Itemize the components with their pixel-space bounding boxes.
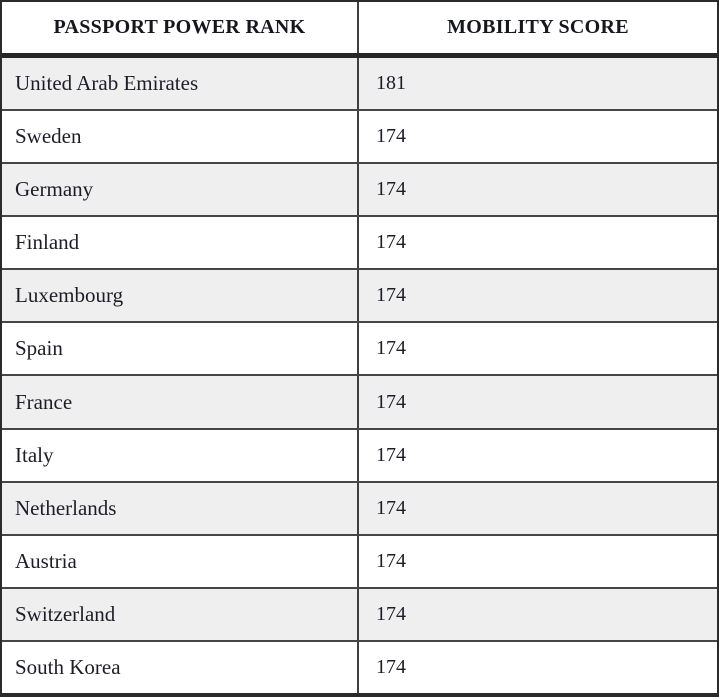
country-cell: France: [2, 376, 359, 428]
table-row: Spain 174: [2, 321, 717, 375]
score-cell: 174: [376, 390, 406, 413]
country-cell: Sweden: [2, 111, 359, 163]
country-cell: Luxembourg: [2, 270, 359, 322]
table-row: South Korea 174: [2, 639, 717, 693]
country-cell: Finland: [2, 217, 359, 269]
table-header-row: PASSPORT POWER RANK MOBILITY SCORE: [2, 2, 717, 58]
score-cell: 174: [376, 125, 406, 148]
score-cell: 174: [376, 443, 406, 466]
table-row: Austria 174: [2, 533, 717, 587]
score-cell: 174: [376, 496, 406, 519]
score-cell: 174: [376, 231, 406, 254]
table-row: Netherlands 174: [2, 480, 717, 534]
table-row: Sweden 174: [2, 109, 717, 163]
table-row: Luxembourg 174: [2, 268, 717, 322]
country-cell: Italy: [2, 429, 359, 481]
country-cell: Germany: [2, 164, 359, 216]
table-row: Switzerland 174: [2, 586, 717, 640]
score-cell: 181: [376, 72, 406, 95]
score-cell: 174: [376, 549, 406, 572]
score-cell: 174: [376, 178, 406, 201]
table-row: Italy 174: [2, 427, 717, 481]
country-cell: Switzerland: [2, 588, 359, 640]
country-cell: Spain: [2, 323, 359, 375]
table-row: Finland 174: [2, 215, 717, 269]
table-row: France 174: [2, 374, 717, 428]
header-passport-power-rank: PASSPORT POWER RANK: [2, 2, 359, 53]
table-row: Germany 174: [2, 162, 717, 216]
score-cell: 174: [376, 284, 406, 307]
country-cell: Austria: [2, 535, 359, 587]
country-cell: Netherlands: [2, 482, 359, 534]
table-body: United Arab Emirates 181 Sweden 174 Germ…: [2, 58, 717, 693]
table-row: United Arab Emirates 181: [2, 58, 717, 110]
score-cell: 174: [376, 655, 406, 678]
country-cell: South Korea: [2, 641, 359, 693]
header-mobility-score: MOBILITY SCORE: [447, 16, 629, 38]
score-cell: 174: [376, 337, 406, 360]
score-cell: 174: [376, 602, 406, 625]
country-cell: United Arab Emirates: [2, 58, 359, 110]
